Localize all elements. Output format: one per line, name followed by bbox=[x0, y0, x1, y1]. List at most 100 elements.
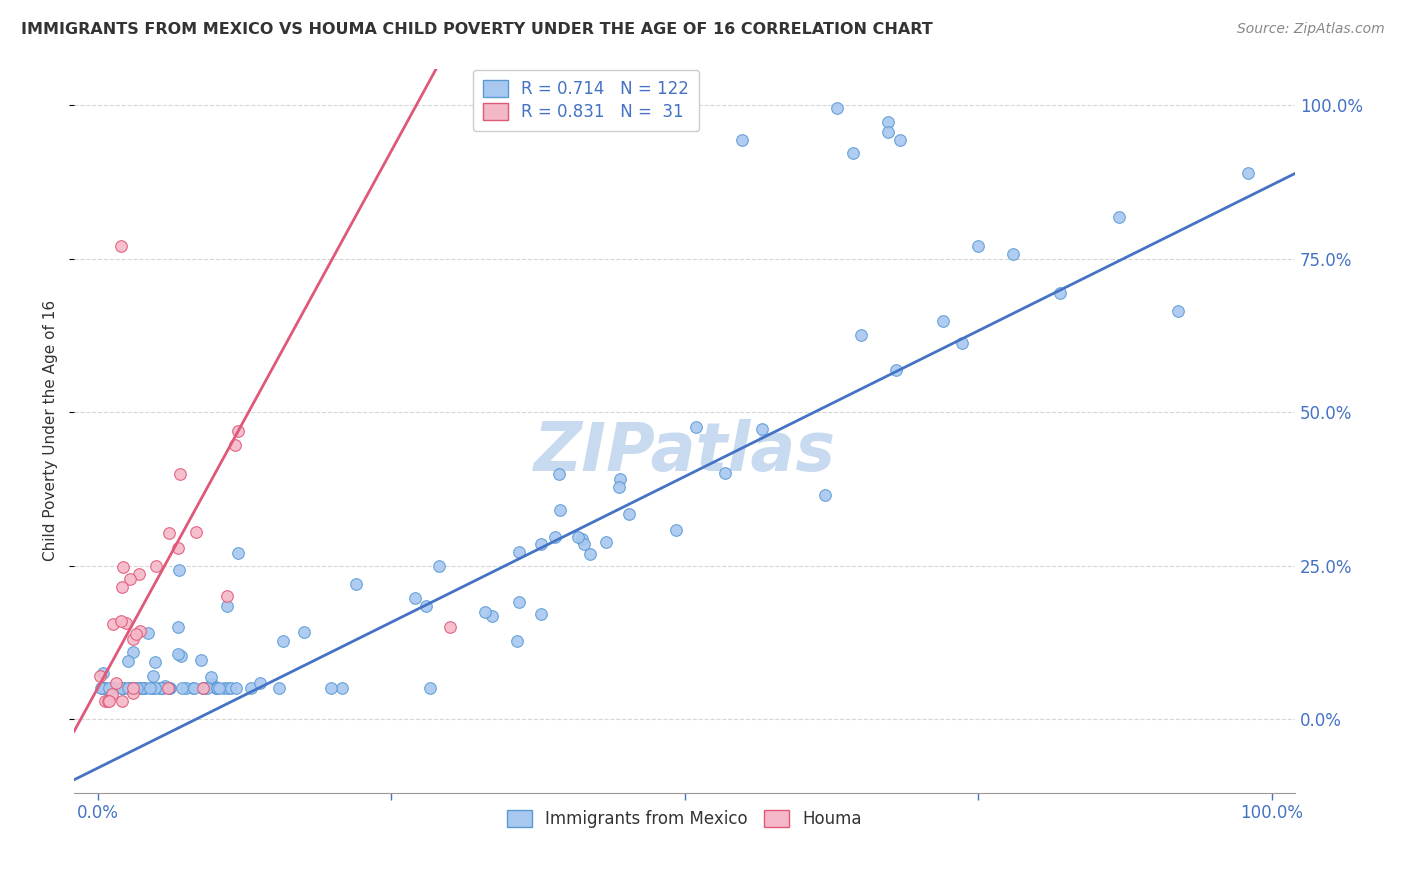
Point bbox=[186, 525, 208, 540]
Point bbox=[607, 480, 630, 494]
Point bbox=[103, 617, 125, 632]
Point bbox=[224, 437, 246, 451]
Point bbox=[183, 681, 205, 696]
Point bbox=[191, 681, 214, 696]
Point bbox=[967, 238, 990, 252]
Point bbox=[167, 563, 190, 577]
Point bbox=[214, 681, 236, 696]
Text: IMMIGRANTS FROM MEXICO VS HOUMA CHILD POVERTY UNDER THE AGE OF 16 CORRELATION CH: IMMIGRANTS FROM MEXICO VS HOUMA CHILD PO… bbox=[21, 22, 932, 37]
Point bbox=[149, 681, 172, 696]
Point bbox=[181, 681, 204, 696]
Point bbox=[548, 502, 571, 516]
Point bbox=[842, 145, 865, 160]
Point bbox=[950, 335, 973, 350]
Point bbox=[932, 314, 955, 328]
Point bbox=[122, 686, 145, 700]
Point bbox=[567, 530, 589, 544]
Point bbox=[415, 599, 437, 614]
Point bbox=[101, 681, 124, 696]
Point bbox=[111, 580, 134, 594]
Point bbox=[617, 507, 640, 521]
Point bbox=[139, 681, 162, 696]
Point bbox=[170, 648, 193, 663]
Point bbox=[91, 665, 114, 680]
Point bbox=[205, 681, 228, 696]
Point bbox=[170, 681, 193, 696]
Text: ZIPatlas: ZIPatlas bbox=[533, 419, 835, 485]
Point bbox=[481, 608, 503, 623]
Point bbox=[111, 693, 134, 707]
Point bbox=[219, 681, 242, 696]
Point bbox=[110, 681, 132, 696]
Point bbox=[530, 537, 553, 551]
Point bbox=[544, 530, 567, 544]
Point bbox=[150, 681, 173, 696]
Point bbox=[120, 681, 142, 696]
Point bbox=[193, 681, 215, 696]
Point bbox=[731, 133, 754, 147]
Point bbox=[193, 681, 215, 696]
Point bbox=[825, 102, 848, 116]
Point bbox=[1108, 211, 1130, 225]
Point bbox=[110, 614, 132, 628]
Point bbox=[124, 681, 146, 696]
Point bbox=[205, 681, 228, 696]
Point bbox=[330, 681, 353, 696]
Point bbox=[93, 693, 115, 707]
Point bbox=[111, 681, 134, 696]
Point bbox=[174, 681, 197, 696]
Point bbox=[145, 681, 167, 696]
Point bbox=[112, 681, 135, 696]
Point bbox=[159, 526, 181, 541]
Point bbox=[876, 115, 898, 129]
Point bbox=[134, 681, 156, 696]
Legend: Immigrants from Mexico, Houma: Immigrants from Mexico, Houma bbox=[501, 804, 869, 835]
Point bbox=[876, 125, 898, 139]
Point bbox=[124, 627, 146, 641]
Point bbox=[101, 687, 124, 701]
Point bbox=[111, 681, 134, 696]
Point bbox=[215, 589, 238, 603]
Point bbox=[849, 328, 872, 343]
Point bbox=[571, 532, 593, 546]
Point bbox=[201, 677, 224, 691]
Y-axis label: Child Poverty Under the Age of 16: Child Poverty Under the Age of 16 bbox=[44, 300, 58, 561]
Point bbox=[110, 239, 132, 253]
Point bbox=[97, 681, 120, 696]
Text: Source: ZipAtlas.com: Source: ZipAtlas.com bbox=[1237, 22, 1385, 37]
Point bbox=[152, 681, 174, 696]
Point bbox=[685, 420, 707, 434]
Point bbox=[138, 626, 160, 640]
Point bbox=[103, 681, 125, 696]
Point bbox=[166, 620, 188, 634]
Point bbox=[127, 681, 149, 696]
Point bbox=[157, 681, 180, 696]
Point bbox=[439, 620, 461, 634]
Point bbox=[889, 132, 911, 146]
Point bbox=[125, 681, 148, 696]
Point bbox=[193, 681, 215, 696]
Point bbox=[138, 681, 160, 696]
Point bbox=[129, 681, 152, 696]
Point bbox=[156, 681, 179, 696]
Point bbox=[129, 624, 152, 638]
Point bbox=[474, 605, 496, 619]
Point bbox=[814, 488, 837, 502]
Point bbox=[419, 681, 441, 696]
Point bbox=[122, 681, 145, 696]
Point bbox=[145, 656, 167, 670]
Point bbox=[226, 546, 249, 560]
Point bbox=[200, 670, 222, 684]
Point bbox=[713, 466, 735, 480]
Point bbox=[167, 647, 190, 661]
Point bbox=[117, 681, 139, 696]
Point bbox=[249, 676, 271, 690]
Point bbox=[115, 615, 138, 630]
Point bbox=[167, 541, 190, 555]
Point bbox=[89, 669, 111, 683]
Point bbox=[215, 599, 238, 613]
Point bbox=[884, 362, 907, 376]
Point bbox=[294, 625, 316, 640]
Point bbox=[142, 681, 165, 696]
Point bbox=[195, 681, 218, 696]
